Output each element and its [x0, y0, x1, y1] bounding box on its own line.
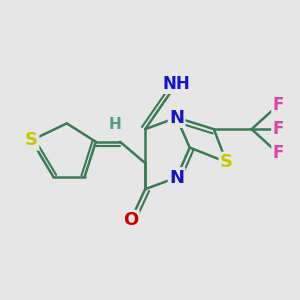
Text: O: O [123, 211, 138, 229]
Text: H: H [109, 117, 122, 132]
Text: F: F [272, 120, 284, 138]
Text: F: F [272, 144, 284, 162]
Text: NH: NH [163, 75, 190, 93]
Text: F: F [272, 96, 284, 114]
Text: S: S [25, 131, 38, 149]
Text: S: S [220, 153, 233, 171]
Text: N: N [169, 109, 184, 127]
Text: N: N [169, 169, 184, 187]
